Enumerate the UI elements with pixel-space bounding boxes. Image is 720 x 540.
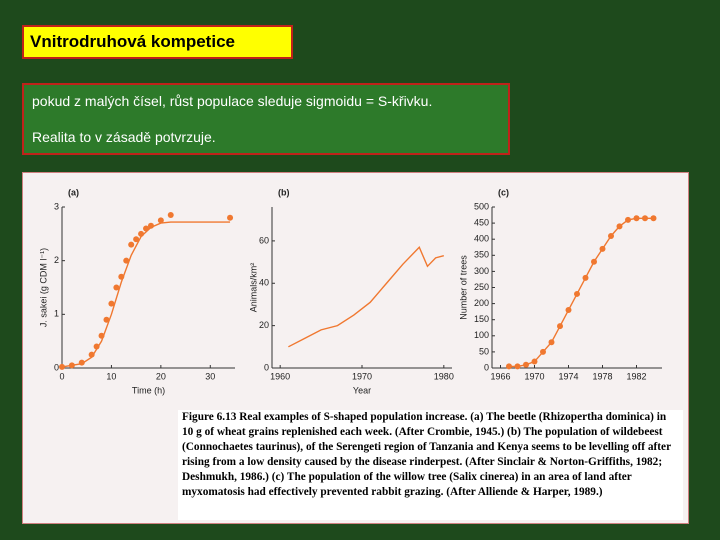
data-point <box>548 339 555 346</box>
y-axis-label: J. sakei (g CDM l⁻¹) <box>38 248 48 327</box>
y-tick-label: 500 <box>474 201 489 211</box>
y-tick-label: 100 <box>474 330 489 340</box>
data-point <box>128 241 135 248</box>
y-tick-label: 2 <box>54 255 59 265</box>
y-tick-label: 20 <box>259 320 269 330</box>
text-box: pokud z malých čísel, růst populace sled… <box>22 83 510 155</box>
y-tick-label: 1 <box>54 309 59 319</box>
x-tick-label: 1980 <box>434 371 454 381</box>
data-point <box>98 332 105 339</box>
y-tick-label: 60 <box>259 235 269 245</box>
panel-label: (c) <box>498 187 509 197</box>
y-axis-label: Animals/km² <box>248 263 258 313</box>
y-tick-label: 200 <box>474 298 489 308</box>
data-point <box>625 216 631 223</box>
x-tick-label: 20 <box>156 371 166 381</box>
y-tick-label: 0 <box>54 362 59 372</box>
y-tick-label: 3 <box>54 201 59 211</box>
data-point <box>557 323 563 330</box>
data-point <box>633 215 640 222</box>
x-tick-label: 1966 <box>490 371 510 381</box>
data-point <box>147 222 154 229</box>
data-point <box>157 217 164 224</box>
data-point <box>68 362 75 369</box>
data-point <box>78 359 85 366</box>
data-point <box>599 245 606 252</box>
y-tick-label: 150 <box>474 314 489 324</box>
y-tick-label: 0 <box>264 362 269 372</box>
x-axis-label: Year <box>353 385 371 395</box>
x-tick-label: 10 <box>106 371 116 381</box>
x-tick-label: 0 <box>59 371 64 381</box>
data-point <box>108 300 115 307</box>
data-point <box>608 232 614 239</box>
y-axis-label: Number of trees <box>458 255 468 320</box>
x-axis-label: Time (h) <box>132 385 165 395</box>
y-tick-label: 350 <box>474 250 489 260</box>
x-tick-label: 30 <box>205 371 215 381</box>
data-point <box>113 284 120 291</box>
data-point <box>616 223 623 230</box>
text-line: pokud z malých čísel, růst populace sled… <box>32 93 433 109</box>
figure-caption: Figure 6.13 Real examples of S-shaped po… <box>178 410 683 520</box>
y-tick-label: 300 <box>474 266 489 276</box>
x-tick-label: 1970 <box>524 371 544 381</box>
x-tick-label: 1982 <box>626 371 646 381</box>
data-point <box>143 225 150 232</box>
data-point <box>582 274 589 281</box>
data-point <box>574 290 580 297</box>
data-point <box>523 361 529 368</box>
data-point <box>138 230 145 237</box>
data-line <box>288 246 444 348</box>
panel-label: (b) <box>278 187 290 197</box>
data-point <box>167 212 174 219</box>
x-tick-label: 1978 <box>592 371 612 381</box>
text-line: Realita to v zásadě potvrzuje. <box>32 129 216 145</box>
data-point <box>227 214 234 221</box>
data-point <box>565 307 572 314</box>
y-tick-label: 40 <box>259 278 269 288</box>
slide-title: Vnitrodruhová kompetice <box>22 25 293 59</box>
data-point <box>514 363 521 370</box>
data-point <box>540 348 546 355</box>
data-point <box>123 257 130 264</box>
y-tick-label: 400 <box>474 234 489 244</box>
panel-label: (a) <box>68 187 79 197</box>
data-point <box>531 358 538 365</box>
data-point <box>103 316 110 323</box>
x-tick-label: 1960 <box>270 371 290 381</box>
y-tick-label: 450 <box>474 217 489 227</box>
fit-line <box>61 221 231 368</box>
data-line <box>509 217 654 368</box>
x-tick-label: 1970 <box>352 371 372 381</box>
data-point <box>642 215 648 222</box>
y-tick-label: 0 <box>484 362 489 372</box>
y-tick-label: 50 <box>479 346 489 356</box>
data-point <box>591 258 597 265</box>
data-point <box>118 273 125 280</box>
y-tick-label: 250 <box>474 282 489 292</box>
data-point <box>59 363 65 370</box>
data-point <box>650 215 657 222</box>
data-point <box>88 351 95 358</box>
data-point <box>93 343 100 350</box>
data-point <box>506 363 512 370</box>
data-point <box>133 236 140 243</box>
x-tick-label: 1974 <box>558 371 578 381</box>
